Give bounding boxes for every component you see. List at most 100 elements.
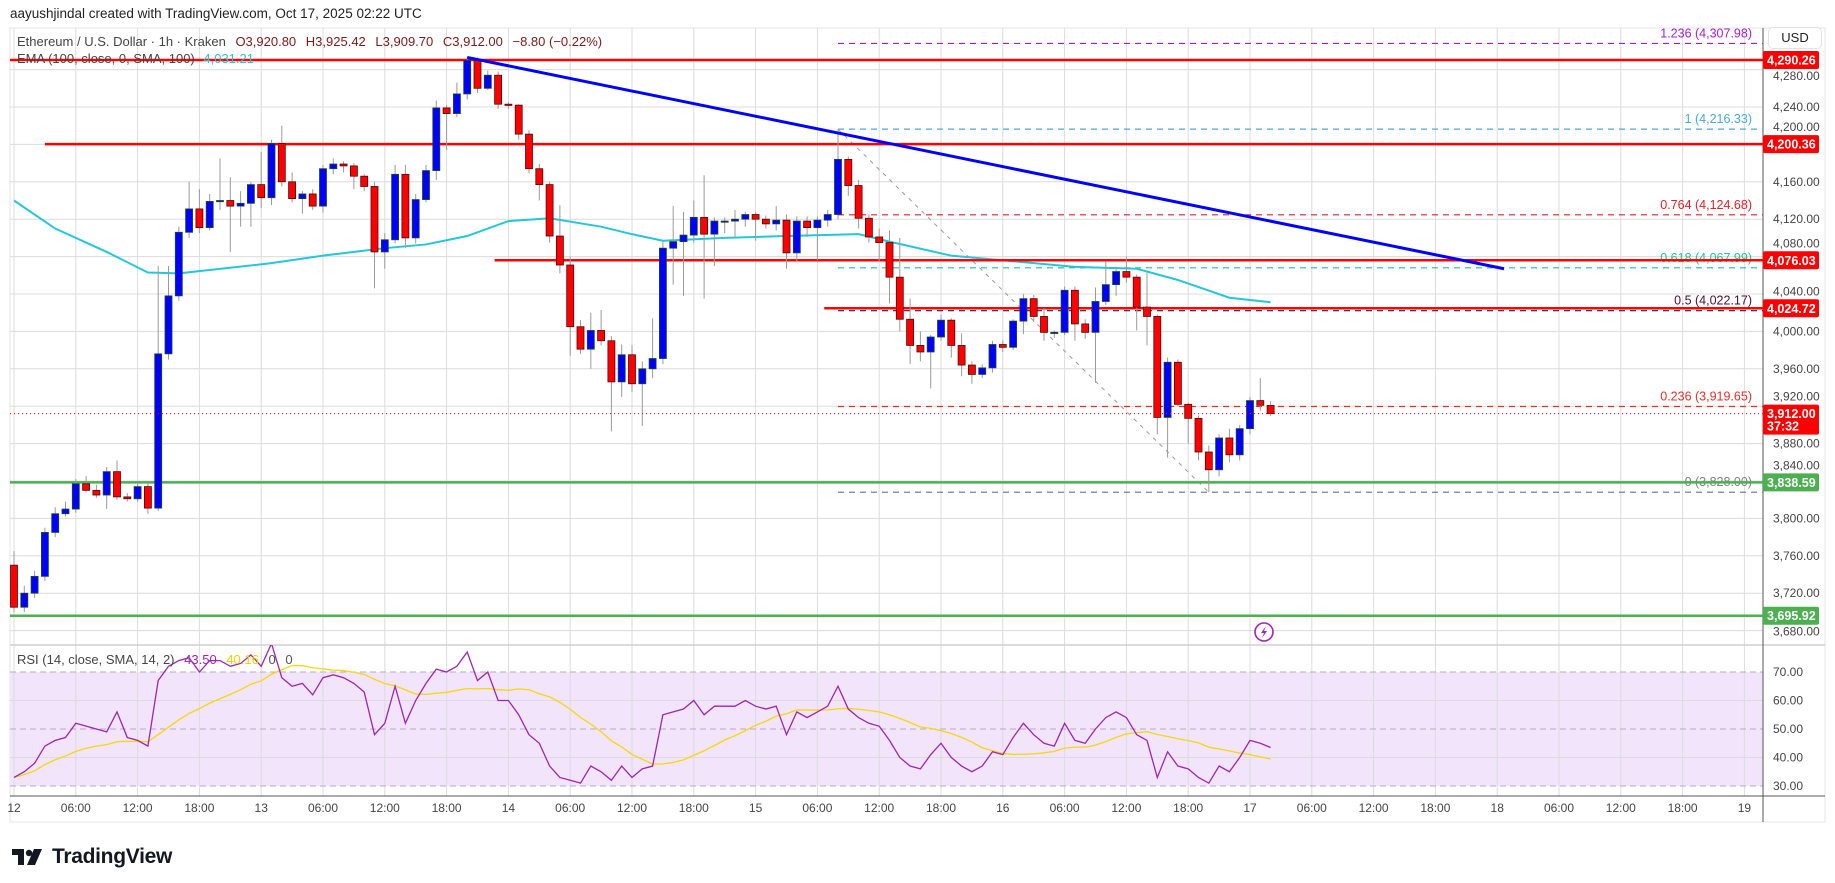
time-tick-label: 18:00 [184, 801, 214, 815]
rsi-indicator-label[interactable]: RSI (14, close, SMA, 14, 2) [17, 652, 175, 667]
candle-body [566, 264, 575, 328]
candle-body [762, 218, 770, 225]
ema-indicator-label[interactable]: EMA (100, close, 0, SMA, 100) [17, 51, 195, 66]
candle [854, 179, 863, 229]
candle [998, 340, 1007, 352]
candle [422, 164, 430, 203]
candle-body [1050, 331, 1059, 334]
candle-body [370, 186, 379, 253]
price-tick-label: 3,800.00 [1773, 511, 1820, 525]
trendline [466, 55, 1505, 271]
candle-body [257, 184, 266, 199]
time-tick-label: 06:00 [1050, 801, 1080, 815]
candle-body [51, 513, 60, 533]
candle [514, 104, 523, 140]
price-tick-label: 4,280.00 [1773, 69, 1820, 83]
candle [906, 298, 914, 365]
candle [82, 476, 90, 493]
candle [978, 364, 987, 379]
price-label-box [1763, 51, 1819, 70]
candle-body [875, 236, 884, 243]
candle-body [607, 340, 616, 383]
candle [380, 233, 389, 269]
chart-legend: Ethereum / U.S. Dollar · 1h · Kraken O3,… [17, 33, 602, 67]
candle [1153, 314, 1162, 435]
candle-body [1132, 276, 1141, 308]
candle [1163, 357, 1172, 458]
candle-body [360, 175, 369, 187]
candle-body [844, 158, 853, 186]
candle [71, 479, 80, 513]
ohlc-close: C3,912.00 [442, 34, 503, 49]
candle-body [1112, 271, 1120, 286]
candle [339, 161, 348, 173]
flash-icon[interactable] [1254, 622, 1274, 642]
candle [895, 237, 904, 332]
time-tick-label: 06:00 [1297, 801, 1327, 815]
tradingview-logo[interactable]: TradingView [12, 845, 172, 869]
price-pane: 1.236 (4,307.98) 1 (4,216.33) 0.764 (4,124… [10, 28, 1763, 617]
candle [401, 164, 410, 249]
candle [277, 125, 286, 187]
time-tick-label: 06:00 [61, 801, 91, 815]
candle-body [957, 345, 966, 366]
last-price-box [1763, 404, 1819, 435]
candle [61, 501, 70, 517]
candle-body [937, 319, 945, 338]
attribution-text: aayushjindal created with TradingView.co… [10, 6, 422, 21]
candle-body [1266, 405, 1275, 415]
ohlc-open: O3,920.80 [235, 34, 297, 49]
candle-body [525, 133, 533, 170]
candle [988, 340, 997, 373]
candle [143, 483, 152, 514]
candle [463, 57, 472, 100]
price-tick-label: 3,680.00 [1773, 625, 1820, 639]
candle-body [679, 234, 688, 243]
currency-button[interactable]: USD [1768, 27, 1822, 49]
symbol-title[interactable]: Ethereum / U.S. Dollar · 1h · Kraken [17, 34, 226, 49]
candle [926, 335, 935, 389]
candle [586, 312, 595, 369]
candle [731, 209, 739, 238]
rsi-tick-label: 40.00 [1773, 751, 1803, 765]
rsi-line [13, 645, 1271, 785]
candle [411, 193, 420, 244]
candle-body [617, 354, 626, 383]
candle [628, 345, 636, 393]
candle [617, 344, 626, 397]
time-tick-label: 17 [1243, 801, 1257, 815]
candle [246, 181, 255, 227]
candle [710, 217, 719, 266]
flash-icon-bolt [1261, 626, 1267, 638]
candle [803, 216, 811, 237]
candle-body [1225, 437, 1234, 456]
candle [865, 214, 873, 243]
candle-body [164, 295, 173, 355]
candle [875, 228, 884, 262]
candle-body [61, 508, 70, 515]
candle-body [41, 532, 49, 577]
candle-body [988, 344, 997, 369]
candle [319, 164, 327, 213]
rsi-value: 43.50 [184, 652, 217, 667]
candle [792, 216, 801, 262]
price-tick-label: 3,760.00 [1773, 549, 1820, 563]
candle [607, 336, 616, 432]
price-tick-label: 4,160.00 [1773, 175, 1820, 189]
candle-body [226, 200, 235, 207]
candle [545, 181, 554, 243]
time-tick-label: 12:00 [1359, 801, 1389, 815]
candle [185, 181, 194, 238]
candle [133, 482, 142, 502]
candle-body [885, 242, 894, 278]
fib-level-label: 0.236 (3,919.65) [1660, 390, 1752, 404]
price-tick-label: 3,880.00 [1773, 437, 1820, 451]
candle [226, 177, 235, 252]
candle [329, 158, 338, 175]
candle [10, 551, 18, 612]
candle [700, 175, 708, 299]
candle [1081, 319, 1090, 339]
candle [154, 265, 163, 511]
candle-body [1174, 361, 1182, 405]
